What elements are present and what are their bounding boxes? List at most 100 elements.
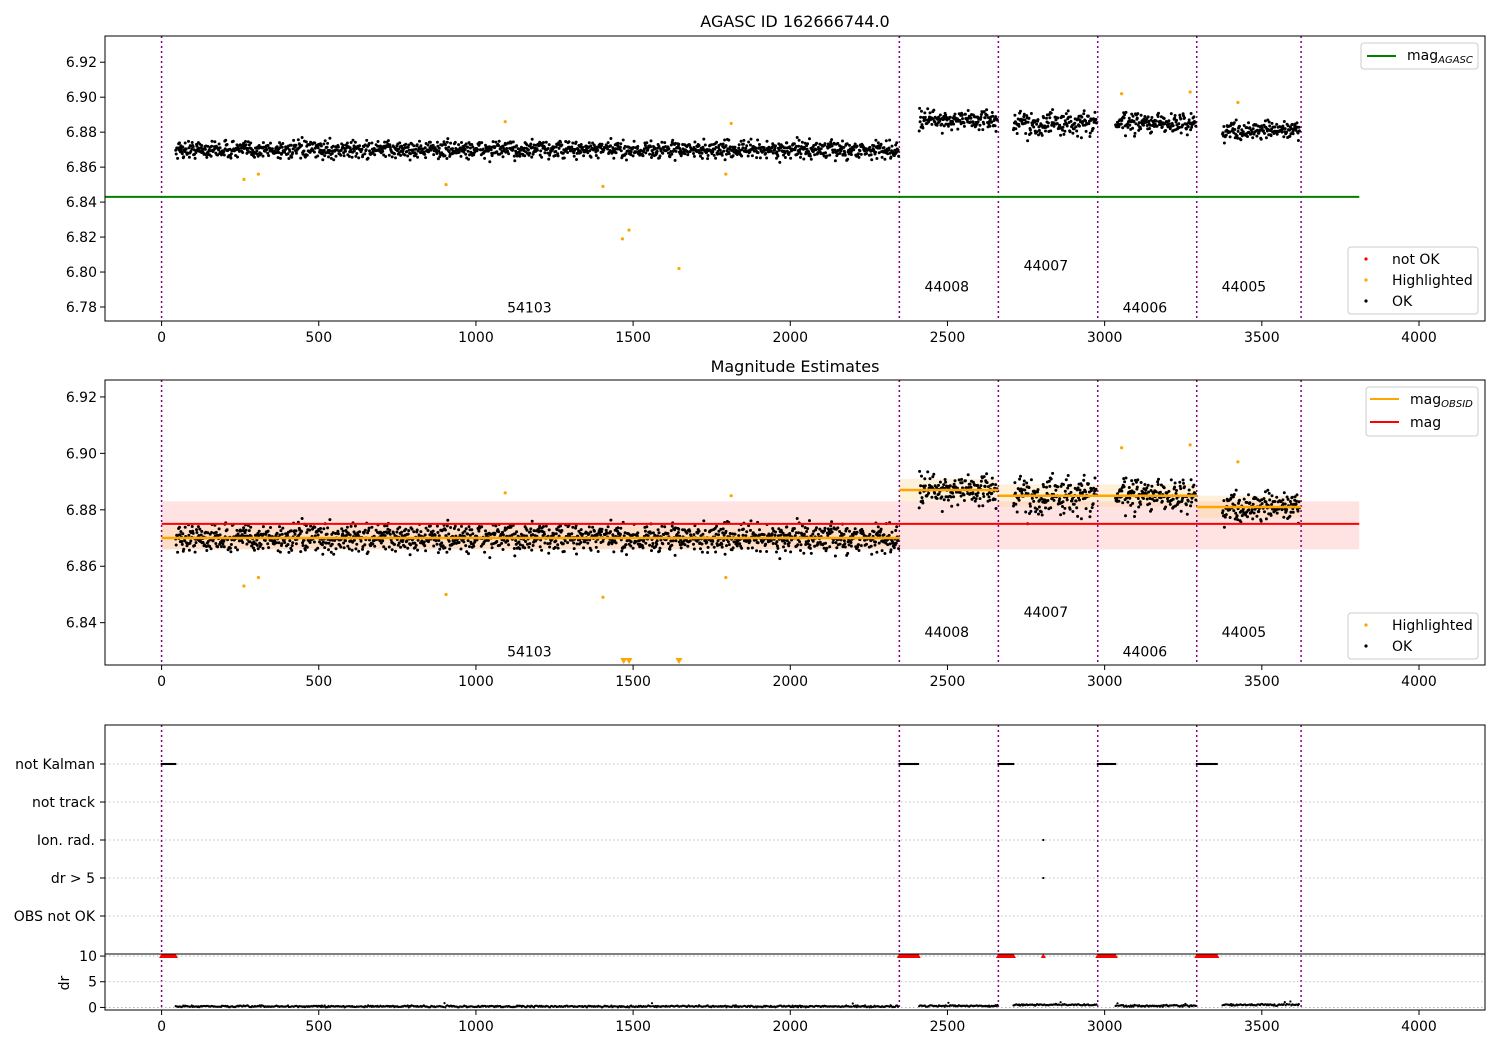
ok-point xyxy=(361,547,364,551)
ok-point xyxy=(200,144,204,147)
ok-point xyxy=(688,529,692,533)
ok-point xyxy=(1281,498,1285,502)
obsid-label: 44007 xyxy=(1024,258,1069,274)
ok-point xyxy=(432,544,436,548)
ok-point xyxy=(1054,488,1058,492)
highlighted-point xyxy=(601,595,605,599)
ok-point xyxy=(316,546,320,550)
ok-point xyxy=(388,532,392,536)
ok-point xyxy=(1133,131,1137,135)
ok-point xyxy=(865,542,868,546)
ok-point xyxy=(1030,496,1034,500)
ok-point xyxy=(1252,132,1256,136)
ok-point xyxy=(636,531,640,535)
ok-point xyxy=(328,136,332,140)
ok-point xyxy=(540,548,544,552)
ok-point xyxy=(920,109,923,113)
ok-point xyxy=(209,154,213,158)
ok-point xyxy=(1146,483,1150,487)
ok-point xyxy=(182,155,186,159)
x-tick-label: 3000 xyxy=(1087,330,1123,346)
ok-point xyxy=(733,532,737,536)
ok-point xyxy=(334,547,338,551)
ok-point xyxy=(205,549,209,552)
ok-point xyxy=(724,144,728,148)
ok-point xyxy=(415,528,419,532)
agasc-title: AGASC ID 162666744.0 xyxy=(700,12,889,31)
ok-point xyxy=(493,145,497,149)
ok-point xyxy=(610,542,614,546)
ok-point xyxy=(1084,129,1088,133)
ok-point xyxy=(1148,127,1152,130)
ok-point xyxy=(607,541,611,545)
ok-point xyxy=(725,544,728,548)
ok-point xyxy=(445,550,449,554)
ok-point xyxy=(1266,488,1270,492)
ok-point xyxy=(721,527,725,531)
ok-point xyxy=(1146,115,1150,119)
ok-point xyxy=(737,143,741,147)
not-ok-legend-label: not OK xyxy=(1392,252,1440,268)
ok-point xyxy=(943,478,947,481)
ok-point xyxy=(301,152,305,156)
ok-point xyxy=(506,149,510,153)
ok-point xyxy=(733,145,737,149)
ok-point xyxy=(700,550,704,554)
ok-point xyxy=(813,153,817,157)
ok-point xyxy=(1049,129,1053,133)
ok-point xyxy=(411,148,415,152)
ok-point xyxy=(1059,133,1063,137)
ok-point xyxy=(480,525,484,529)
ok-point xyxy=(575,552,578,556)
ok-point xyxy=(1137,121,1141,125)
ok-point xyxy=(525,143,529,147)
ok-point xyxy=(390,548,394,552)
ok-point xyxy=(770,532,774,536)
ok-point xyxy=(699,547,702,551)
ok-point xyxy=(460,524,463,528)
ok-point xyxy=(990,476,994,480)
ok-point xyxy=(305,531,309,534)
ok-point xyxy=(291,151,295,155)
ok-point xyxy=(217,142,221,146)
ok-point xyxy=(1019,109,1022,113)
ok-point xyxy=(985,472,989,476)
ok-point xyxy=(857,549,861,552)
ok-point xyxy=(546,147,550,150)
ok-point xyxy=(325,151,329,155)
ok-point xyxy=(502,148,506,152)
ok-point xyxy=(1013,481,1017,485)
ok-point xyxy=(700,542,704,546)
ok-point xyxy=(771,527,775,530)
ok-point xyxy=(632,139,636,143)
ok-point xyxy=(1068,507,1072,511)
ok-point xyxy=(449,141,453,145)
ok-point xyxy=(709,143,713,147)
ok-point xyxy=(972,123,976,127)
ok-point xyxy=(1247,493,1250,497)
ok-point xyxy=(755,549,759,553)
ok-point xyxy=(1095,121,1098,125)
ok-point xyxy=(410,527,414,531)
ok-point xyxy=(1056,485,1060,489)
ok-point xyxy=(321,158,325,162)
ok-point xyxy=(205,155,209,159)
ok-point xyxy=(677,540,681,544)
ok-point xyxy=(612,156,616,160)
ok-point xyxy=(833,148,837,152)
ok-point xyxy=(948,115,952,119)
ok-point xyxy=(342,154,346,158)
ok-point xyxy=(505,147,509,150)
ok-point xyxy=(289,143,293,147)
ok-point xyxy=(547,551,551,555)
ok-point xyxy=(1126,500,1130,504)
ok-point xyxy=(190,141,194,144)
ok-point xyxy=(746,154,750,158)
ok-point xyxy=(325,541,329,545)
ok-point xyxy=(830,138,834,142)
ok-point xyxy=(323,154,327,158)
ok-point xyxy=(1248,126,1252,130)
ok-point xyxy=(1015,132,1019,135)
ok-point xyxy=(994,115,998,119)
